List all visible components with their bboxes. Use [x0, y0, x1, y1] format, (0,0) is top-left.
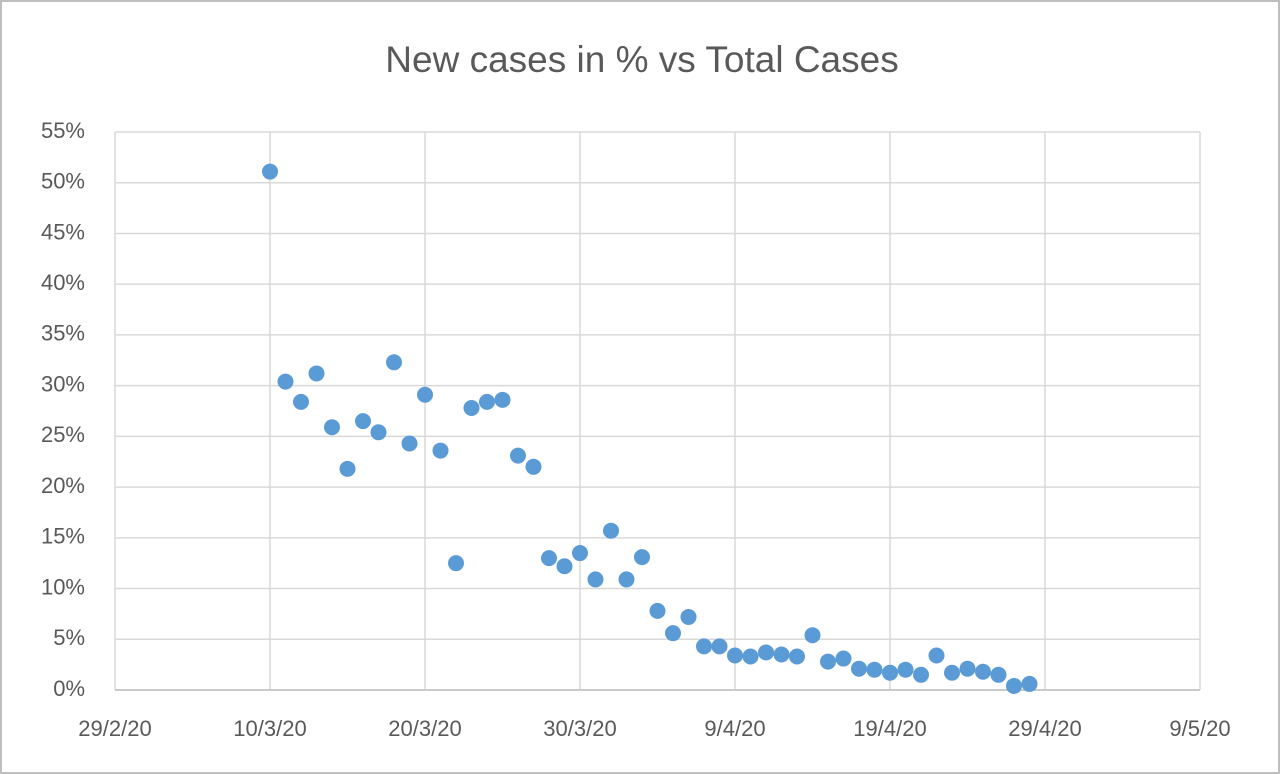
point [696, 638, 712, 655]
point [944, 664, 960, 681]
x-tick-label: 29/4/20 [1008, 716, 1081, 741]
point [1006, 677, 1022, 694]
point [1021, 675, 1038, 692]
chart-title: New cases in % vs Total Cases [385, 39, 898, 80]
point [897, 661, 914, 678]
point [308, 365, 325, 382]
y-tick-label: 5% [53, 625, 85, 650]
point [742, 648, 759, 665]
point [432, 442, 449, 459]
point [866, 661, 883, 678]
point [851, 660, 867, 677]
point [463, 399, 480, 416]
y-tick-label: 35% [41, 321, 85, 346]
y-tick-label: 50% [41, 169, 85, 194]
point [587, 571, 604, 588]
point [324, 419, 340, 436]
y-tick-label: 15% [41, 524, 85, 549]
x-tick-label: 30/3/20 [543, 716, 616, 741]
point [618, 571, 635, 588]
point [556, 558, 573, 575]
point [835, 650, 852, 667]
y-tick-label: 30% [41, 371, 85, 396]
x-tick-label: 10/3/20 [233, 716, 306, 741]
y-tick-label: 25% [41, 422, 85, 447]
point [634, 549, 650, 566]
point [789, 648, 805, 665]
point [572, 545, 588, 562]
y-tick-label: 20% [41, 473, 85, 498]
point [928, 647, 945, 664]
y-tick-label: 10% [41, 574, 85, 599]
point [339, 460, 356, 477]
point [758, 644, 774, 661]
point [959, 660, 976, 677]
point [479, 393, 495, 410]
point [510, 447, 526, 464]
x-tick-label: 19/4/20 [853, 716, 926, 741]
y-tick-label: 55% [41, 118, 85, 143]
x-tick-label: 20/3/20 [388, 716, 461, 741]
point [541, 550, 557, 567]
point [386, 354, 402, 371]
point [913, 666, 929, 683]
point [882, 664, 898, 681]
point [990, 666, 1007, 683]
point [773, 646, 790, 663]
point [804, 627, 821, 644]
point [277, 373, 294, 390]
point [975, 663, 991, 680]
y-tick-label: 0% [53, 676, 85, 701]
x-tick-label: 29/2/20 [78, 716, 151, 741]
point [494, 391, 511, 408]
point [355, 413, 371, 430]
x-tick-label: 9/5/20 [1169, 716, 1230, 741]
y-tick-label: 45% [41, 219, 85, 244]
x-tick-label: 9/4/20 [704, 716, 765, 741]
point [525, 458, 542, 475]
point [448, 555, 464, 572]
point [370, 424, 387, 441]
point [417, 386, 433, 403]
y-tick-label: 40% [41, 270, 85, 295]
point [665, 625, 681, 642]
point [401, 435, 418, 452]
point [727, 647, 743, 664]
point [293, 393, 309, 410]
point [262, 163, 278, 180]
point [649, 602, 666, 619]
point [711, 638, 728, 655]
point [820, 653, 836, 670]
point [603, 522, 619, 539]
point [680, 608, 697, 625]
